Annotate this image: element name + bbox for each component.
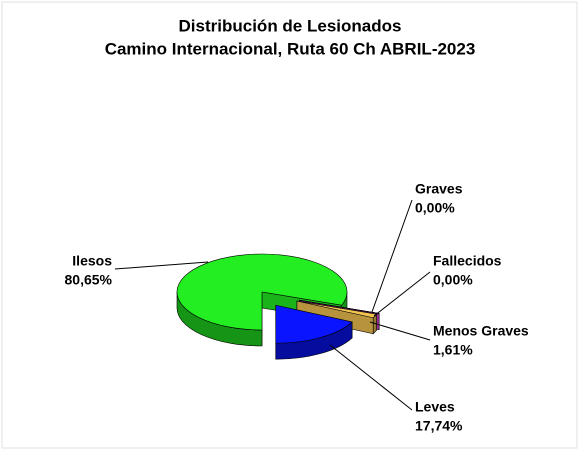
slice-label: Graves bbox=[415, 181, 463, 197]
slice-value-label: 0,00% bbox=[415, 200, 455, 216]
leader-line bbox=[329, 344, 413, 411]
slice-label: Ilesos bbox=[72, 253, 112, 269]
slice-value-label: 80,65% bbox=[65, 272, 113, 288]
labels: Ilesos 80,65% Graves 0,00% Fallecidos 0,00% Me… bbox=[65, 181, 529, 434]
leader-line bbox=[369, 321, 431, 341]
slice bbox=[275, 304, 353, 344]
slice-label: Menos Graves bbox=[433, 323, 529, 339]
slice-value-label: 17,74% bbox=[415, 418, 463, 434]
leader-line bbox=[371, 199, 413, 313]
slice bbox=[176, 253, 348, 331]
chart-title: Distribución de Lesionados bbox=[179, 16, 402, 35]
slice-value-label: 0,00% bbox=[433, 272, 473, 288]
slice-label: Leves bbox=[415, 399, 455, 415]
slice-label: Fallecidos bbox=[433, 253, 502, 269]
slice-value-label: 1,61% bbox=[433, 342, 473, 358]
chart-subtitle: Camino Internacional, Ruta 60 Ch ABRIL-2… bbox=[105, 39, 476, 58]
chart-frame bbox=[1, 1, 578, 449]
leader-line bbox=[114, 261, 209, 270]
leader-line bbox=[373, 271, 431, 317]
